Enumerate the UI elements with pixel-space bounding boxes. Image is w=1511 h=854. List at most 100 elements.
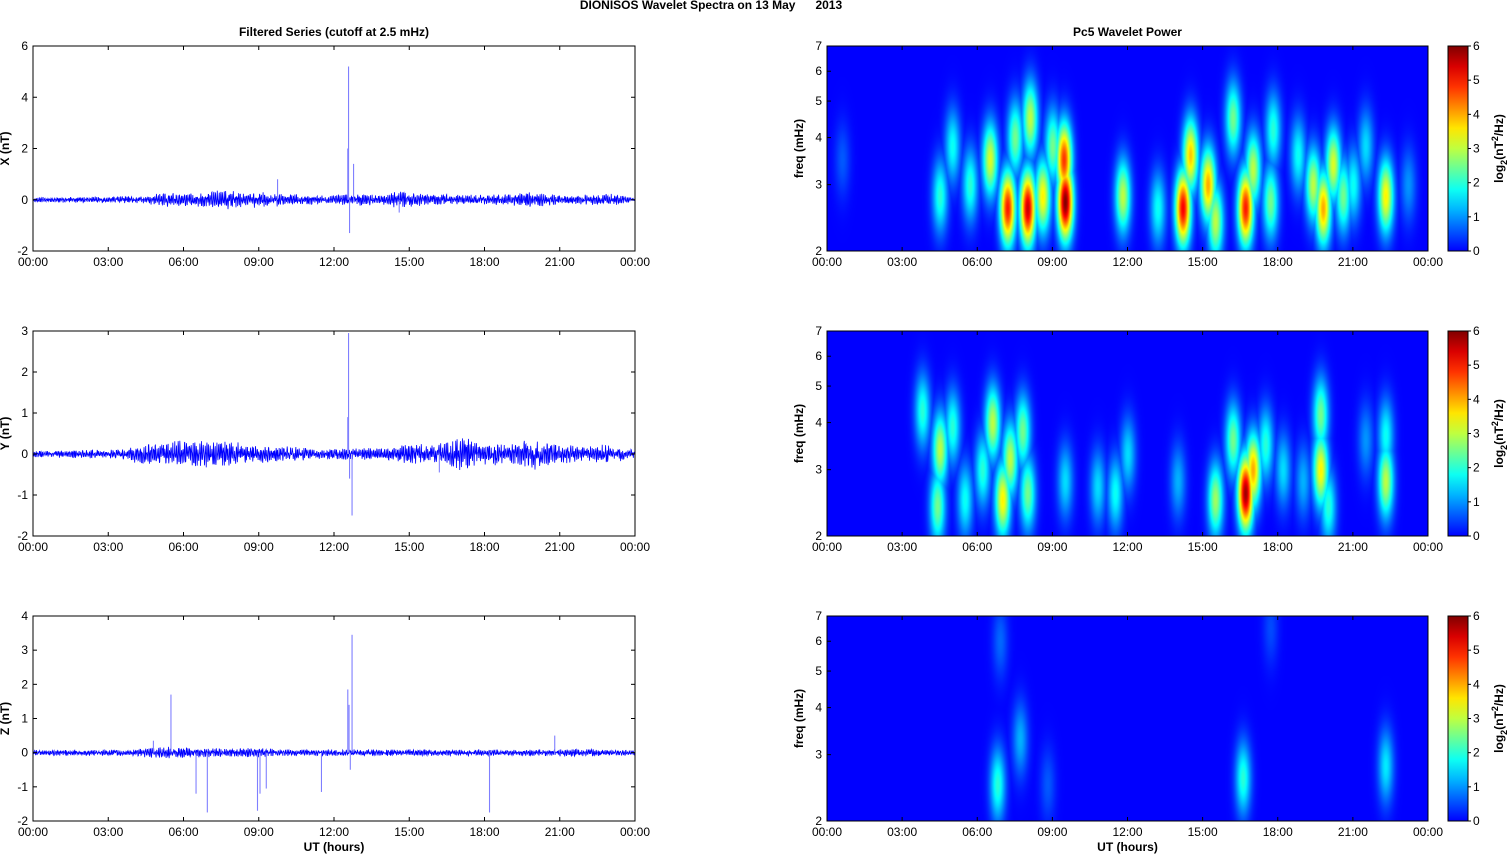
filtered-z-xlabel: UT (hours)	[304, 840, 365, 854]
filtered-z-xtick-label: 03:00	[93, 825, 123, 839]
wavelet-z-xtick-label: 00:00	[1413, 825, 1443, 839]
wavelet-z-xtick-label: 15:00	[1188, 825, 1218, 839]
filtered-z-xtick-label: 15:00	[394, 825, 424, 839]
filtered-y-panel: -2 -1 0 1 2 3 00:00 03:00 06:00 09:00 12:00 15:00 18…	[0, 324, 650, 554]
wavelet-x-xtick-label: 09:00	[1037, 255, 1067, 269]
wavelet-z-ytick-label: 7	[815, 609, 822, 623]
wavelet-x-xtick-label: 15:00	[1188, 255, 1218, 269]
wavelet-x-ytick-label: 7	[815, 39, 822, 53]
filtered-x-title: Filtered Series (cutoff at 2.5 mHz)	[239, 25, 429, 39]
wavelet-x-panel: 2 3 4 5 6 7 00:00 03:00 06:00 09:00 12:00 15:00 18:0…	[792, 25, 1509, 269]
wavelet-z-ytick-label: 3	[815, 748, 822, 762]
filtered-x-xtick-label: 12:00	[319, 255, 349, 269]
filtered-z-xtick-label: 00:00	[620, 825, 650, 839]
panels: -2 0 2 4 6 00:00 03:00 06:00 09:00 12:00 15:00 18:0…	[0, 25, 1509, 854]
filtered-y-xtick-label: 06:00	[168, 540, 198, 554]
wavelet-x-xtick-label: 00:00	[812, 255, 842, 269]
wavelet-z-colorbar-tick-label: 1	[1473, 780, 1480, 794]
wavelet-z-xtick-label: 06:00	[962, 825, 992, 839]
filtered-z-plot-area	[33, 616, 635, 821]
wavelet-z-xtick-label: 21:00	[1338, 825, 1368, 839]
wavelet-x-colorbar	[1447, 45, 1469, 252]
wavelet-y-colorbar-tick-label: 2	[1473, 461, 1480, 475]
filtered-z-ytick-label: 1	[21, 712, 28, 726]
filtered-x-ytick-label: 0	[21, 193, 28, 207]
wavelet-x-colorbar-tick-label: 2	[1473, 176, 1480, 190]
wavelet-z-xtick-label: 00:00	[812, 825, 842, 839]
filtered-x-xtick-label: 00:00	[620, 255, 650, 269]
filtered-y-ytick-label: 2	[21, 365, 28, 379]
filtered-y-xtick-label: 18:00	[469, 540, 499, 554]
wavelet-x-xtick-label: 18:00	[1263, 255, 1293, 269]
filtered-x-series-line	[33, 190, 635, 210]
wavelet-y-xtick-label: 06:00	[962, 540, 992, 554]
wavelet-z-panel: 2 3 4 5 6 7 00:00 03:00 06:00 09:00 12:00 15:00 18:0…	[792, 609, 1509, 854]
filtered-z-ytick-label: 4	[21, 609, 28, 623]
filtered-x-xtick-label: 21:00	[545, 255, 575, 269]
wavelet-y-ytick-label: 4	[815, 416, 822, 430]
wavelet-x-colorbar-tick-label: 0	[1473, 244, 1480, 258]
filtered-x-panel: -2 0 2 4 6 00:00 03:00 06:00 09:00 12:00 15:00 18:0…	[0, 25, 650, 269]
filtered-y-ytick-label: -2	[17, 529, 28, 543]
wavelet-x-colorbar-tick-label: 5	[1473, 73, 1480, 87]
wavelet-y-colorbar-tick-label: 0	[1473, 529, 1480, 543]
wavelet-y-xtick-label: 15:00	[1188, 540, 1218, 554]
filtered-y-xtick-label: 09:00	[244, 540, 274, 554]
filtered-y-xtick-label: 00:00	[620, 540, 650, 554]
filtered-x-xtick-label: 09:00	[244, 255, 274, 269]
wavelet-x-xtick-label: 03:00	[887, 255, 917, 269]
filtered-y-series-line	[33, 438, 635, 470]
filtered-x-plot-area	[33, 46, 635, 251]
filtered-z-xtick-label: 21:00	[545, 825, 575, 839]
wavelet-y-colorbar-tick-label: 5	[1473, 358, 1480, 372]
wavelet-z-xtick-label: 12:00	[1112, 825, 1142, 839]
wavelet-z-xtick-label: 18:00	[1263, 825, 1293, 839]
figure-title: DIONISOS Wavelet Spectra on 13 May 2013	[580, 0, 843, 12]
wavelet-x-colorbar-tick-label: 4	[1473, 107, 1480, 121]
filtered-y-ytick-label: 0	[21, 447, 28, 461]
wavelet-z-colorbar-tick-label: 3	[1473, 712, 1480, 726]
wavelet-z-colorbar-label: log2(nT2/Hz)	[1490, 684, 1509, 753]
wavelet-z-colorbar-tick-label: 2	[1473, 746, 1480, 760]
wavelet-z-colorbar-tick-label: 0	[1473, 814, 1480, 828]
wavelet-z-colorbar-tick-label: 4	[1473, 677, 1480, 691]
wavelet-y-colorbar-tick-label: 4	[1473, 392, 1480, 406]
wavelet-x-colorbar-tick-label: 1	[1473, 210, 1480, 224]
wavelet-x-title: Pc5 Wavelet Power	[1073, 25, 1182, 39]
wavelet-z-xtick-label: 03:00	[887, 825, 917, 839]
wavelet-y-ylabel: freq (mHz)	[792, 404, 806, 463]
wavelet-y-ytick-label: 7	[815, 324, 822, 338]
wavelet-z-heatmap	[827, 616, 1428, 821]
filtered-z-xtick-label: 09:00	[244, 825, 274, 839]
wavelet-x-ytick-label: 6	[815, 64, 822, 78]
wavelet-x-colorbar-label: log2(nT2/Hz)	[1490, 114, 1509, 183]
wavelet-y-colorbar-tick-label: 6	[1473, 324, 1480, 338]
filtered-z-ylabel: Z (nT)	[0, 702, 12, 735]
wavelet-z-ytick-label: 2	[815, 814, 822, 828]
filtered-y-ytick-label: -1	[17, 488, 28, 502]
wavelet-y-xtick-label: 21:00	[1338, 540, 1368, 554]
filtered-y-xtick-label: 21:00	[545, 540, 575, 554]
wavelet-x-xtick-label: 00:00	[1413, 255, 1443, 269]
filtered-x-xtick-label: 18:00	[469, 255, 499, 269]
filtered-z-ytick-label: -1	[17, 780, 28, 794]
filtered-z-series-line	[33, 746, 635, 759]
filtered-z-xtick-label: 06:00	[168, 825, 198, 839]
wavelet-z-colorbar	[1447, 615, 1469, 822]
wavelet-x-ylabel: freq (mHz)	[792, 119, 806, 178]
filtered-y-ytick-label: 1	[21, 406, 28, 420]
wavelet-y-ytick-label: 2	[815, 529, 822, 543]
filtered-x-xtick-label: 06:00	[168, 255, 198, 269]
wavelet-y-xtick-label: 00:00	[1413, 540, 1443, 554]
filtered-z-ytick-label: 2	[21, 677, 28, 691]
wavelet-x-ytick-label: 5	[815, 94, 822, 108]
wavelet-y-xtick-label: 09:00	[1037, 540, 1067, 554]
filtered-z-panel: -2 -1 0 1 2 3 4 00:00 03:00 06:00 09:00 12:00 15:00 1…	[0, 609, 650, 854]
filtered-y-plot-area	[33, 331, 635, 536]
filtered-x-xtick-label: 03:00	[93, 255, 123, 269]
filtered-x-ytick-label: -2	[17, 244, 28, 258]
wavelet-z-ytick-label: 6	[815, 634, 822, 648]
wavelet-y-colorbar-tick-label: 3	[1473, 427, 1480, 441]
filtered-x-ylabel: X (nT)	[0, 132, 12, 166]
